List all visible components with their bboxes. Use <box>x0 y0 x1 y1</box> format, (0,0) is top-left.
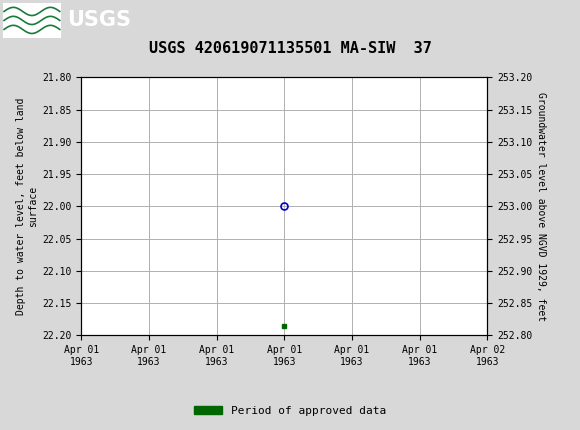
Text: USGS 420619071135501 MA-SIW  37: USGS 420619071135501 MA-SIW 37 <box>148 41 432 56</box>
Y-axis label: Depth to water level, feet below land
surface: Depth to water level, feet below land su… <box>16 98 38 315</box>
Legend: Period of approved data: Period of approved data <box>190 401 390 420</box>
Text: USGS: USGS <box>67 10 130 31</box>
Bar <box>3 3 61 37</box>
Y-axis label: Groundwater level above NGVD 1929, feet: Groundwater level above NGVD 1929, feet <box>536 92 546 321</box>
